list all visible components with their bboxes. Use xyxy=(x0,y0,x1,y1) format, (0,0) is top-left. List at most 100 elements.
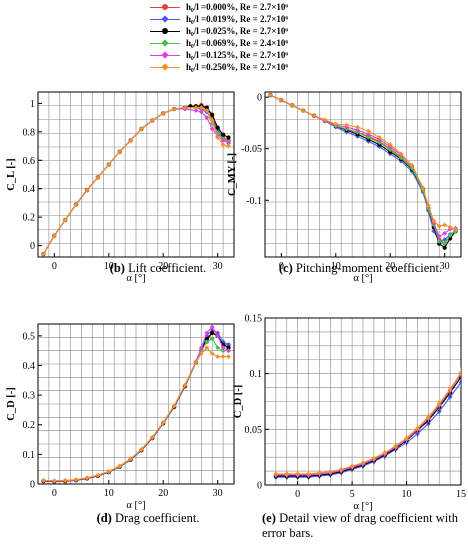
x-axis-label: α [°] xyxy=(353,273,372,284)
data-point xyxy=(349,463,355,469)
x-tick-label: 20 xyxy=(158,261,168,272)
data-point xyxy=(327,469,333,475)
legend-marker xyxy=(161,51,169,59)
data-point xyxy=(73,477,79,482)
data-point xyxy=(198,105,204,111)
series-line xyxy=(275,373,461,476)
data-point xyxy=(149,434,155,440)
data-point xyxy=(289,103,295,108)
data-point xyxy=(226,345,231,350)
data-point xyxy=(355,124,360,130)
data-point xyxy=(311,113,317,119)
x-tick-label: 0 xyxy=(52,488,57,499)
legend-label: h₀/l =0.250%, Re = 2.7×10⁶ xyxy=(186,62,289,72)
x-tick-label: 0 xyxy=(52,261,57,272)
data-point xyxy=(409,162,415,168)
data-point xyxy=(360,460,366,466)
series-group xyxy=(273,367,461,481)
data-point xyxy=(387,147,393,153)
data-point xyxy=(442,245,447,250)
data-point xyxy=(210,112,215,117)
data-point xyxy=(215,333,221,339)
y-axis-label: C_L [-] xyxy=(6,158,17,190)
legend-marker xyxy=(162,28,168,34)
data-point xyxy=(442,230,448,236)
data-point xyxy=(182,105,188,111)
x-tick-label: 10 xyxy=(331,261,341,272)
y-tick-label: 0.1 xyxy=(23,450,36,461)
data-point xyxy=(226,348,231,354)
data-point xyxy=(160,419,166,425)
x-tick-label: 30 xyxy=(213,488,223,499)
data-point xyxy=(210,330,215,335)
series-group xyxy=(41,102,231,257)
data-point xyxy=(420,185,426,191)
y-tick-label: 0 xyxy=(257,93,262,104)
legend-entry: h₀/l =0.250%, Re = 2.7×10⁶ xyxy=(150,62,320,74)
data-point xyxy=(106,468,112,474)
data-point xyxy=(220,348,226,354)
data-point xyxy=(220,354,226,359)
data-point xyxy=(333,121,339,127)
data-point xyxy=(376,134,382,140)
y-tick-label: 0 xyxy=(257,481,262,492)
y-tick-label: -0.1 xyxy=(246,196,262,207)
data-point xyxy=(278,97,284,103)
caption-c-text: Pitching-moment coefficient. xyxy=(292,261,443,275)
legend-marker xyxy=(162,4,168,10)
data-point xyxy=(204,330,210,336)
legend-label: h₀/l =0.025%, Re = 2.7×10⁶ xyxy=(186,26,289,36)
data-point xyxy=(221,132,226,137)
data-point xyxy=(209,126,215,132)
data-point xyxy=(442,222,448,228)
y-axis-label: C_MY [-] xyxy=(227,153,238,196)
data-point xyxy=(209,118,215,123)
data-point xyxy=(84,475,90,481)
legend-marker xyxy=(161,39,169,47)
data-point xyxy=(204,105,209,110)
y-tick-label: 0.4 xyxy=(23,361,36,372)
data-point xyxy=(436,233,442,239)
caption-b: (b) Lift coefficient. xyxy=(68,261,248,276)
legend-marker xyxy=(161,15,169,23)
data-point xyxy=(209,351,215,357)
y-tick-label: 0.3 xyxy=(23,391,36,402)
data-point xyxy=(366,131,371,137)
caption-b-text: Lift coefficient. xyxy=(124,261,207,275)
caption-b-tag: (b) xyxy=(109,261,125,275)
data-point xyxy=(268,92,273,98)
y-tick-label: 0.8 xyxy=(23,127,36,138)
data-point xyxy=(128,137,133,143)
chart-c: 0 10 20 30 0 -0.05 -0.1 α [°] C_MY [-] xyxy=(227,91,462,284)
caption-c-tag: (c) xyxy=(278,261,293,275)
data-point xyxy=(171,106,177,112)
data-point xyxy=(209,336,215,342)
data-point xyxy=(425,414,431,420)
data-point xyxy=(442,241,448,246)
legend-entry: h₀/l =0.019%, Re = 2.7×10⁶ xyxy=(150,14,320,26)
y-tick-label: 0.2 xyxy=(23,420,36,431)
plot-frame xyxy=(37,323,235,485)
data-point xyxy=(447,224,453,230)
data-point xyxy=(171,403,177,409)
x-tick-label: 10 xyxy=(104,261,114,272)
x-tick-label: 20 xyxy=(385,261,395,272)
data-point xyxy=(84,187,90,193)
data-point xyxy=(458,380,461,385)
legend-entry: h₀/l =0.069%, Re = 2.4×10⁶ xyxy=(150,38,320,50)
data-point xyxy=(300,108,306,113)
data-point xyxy=(366,128,371,134)
x-tick-label: 30 xyxy=(213,261,223,272)
plot-frame xyxy=(37,91,235,258)
chart-e: 0 5 10 15 0 0.05 0.1 0.15 α [°] C_D [-] xyxy=(233,314,466,513)
caption-c: (c) Pitching-moment coefficient. xyxy=(258,261,463,276)
data-point xyxy=(415,425,420,431)
x-tick-label: 10 xyxy=(104,488,114,499)
data-point xyxy=(226,354,231,359)
x-tick-label: 0 xyxy=(295,489,300,500)
data-point xyxy=(425,203,431,208)
data-point xyxy=(193,105,199,111)
caption-d: (d) Drag coefficient. xyxy=(58,511,238,526)
chart-d: 0 10 20 30 0 0.1 0.2 0.3 0.4 0.5 α [°] C_D [-] xyxy=(6,323,235,511)
